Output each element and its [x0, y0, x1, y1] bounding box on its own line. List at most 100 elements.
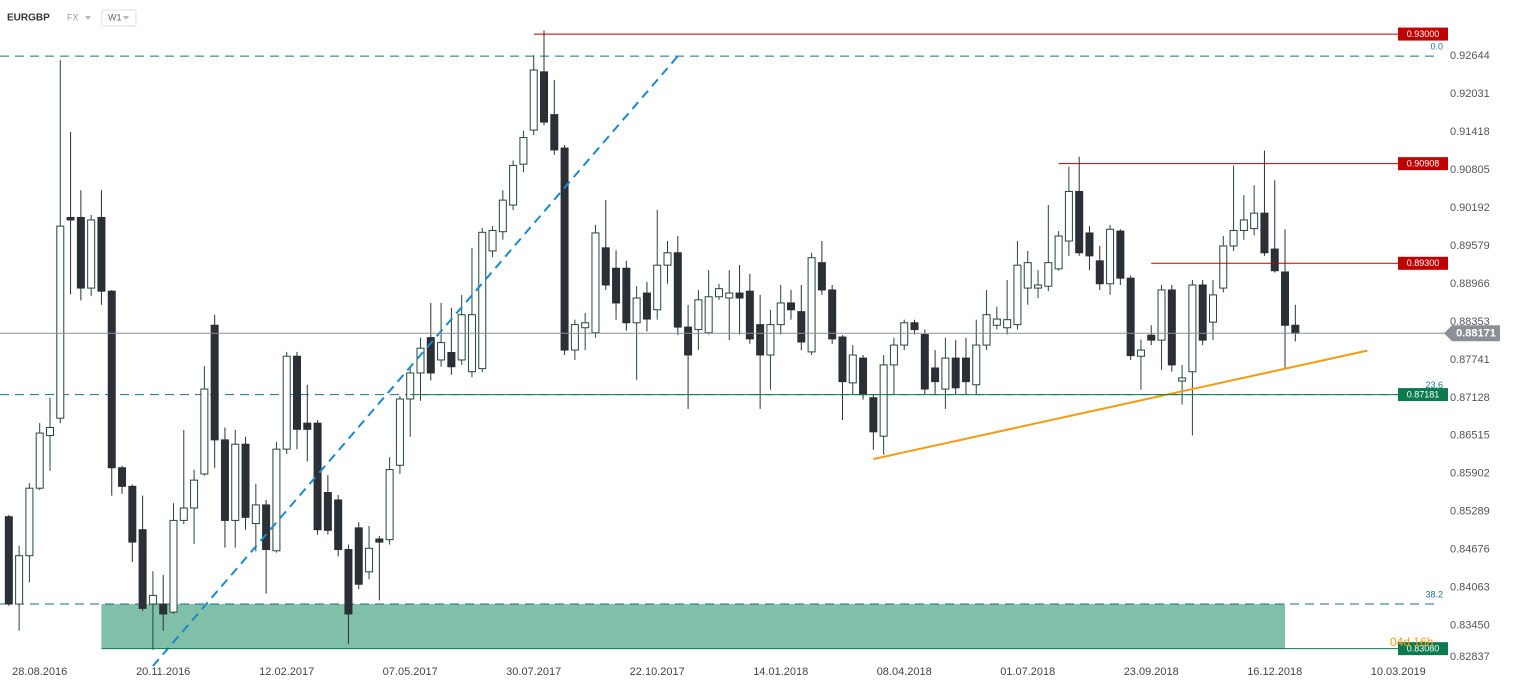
trendline: [873, 349, 1368, 461]
y-tick-label: 0.84676: [1450, 544, 1490, 556]
candle-body: [612, 267, 621, 304]
candle-body: [56, 225, 65, 419]
candle-body: [1219, 245, 1228, 289]
candle-body: [303, 422, 312, 430]
x-tick-label: 20.11.2016: [136, 666, 190, 678]
candle-body: [488, 229, 497, 252]
candle-body: [817, 262, 826, 291]
candle-body: [900, 322, 909, 346]
candle-body: [1239, 219, 1248, 231]
candle-body: [251, 504, 260, 525]
support-zone: [101, 604, 1286, 649]
candle-body: [694, 299, 703, 331]
candle-body: [951, 357, 960, 389]
candle-body: [673, 252, 682, 328]
candle-body: [848, 354, 857, 384]
candle-body: [4, 516, 13, 605]
symbol[interactable]: EURGBP: [7, 13, 50, 24]
price-level-label: 0.89300: [1407, 258, 1440, 268]
dropdown-arrow[interactable]: [123, 16, 129, 20]
candle-body: [97, 216, 106, 292]
candle-body: [45, 426, 54, 437]
candle-body: [797, 311, 806, 343]
price-level-label: 0.83080: [1407, 644, 1440, 654]
timeframe-box[interactable]: [101, 9, 137, 27]
fib-level-label: 38.2: [1425, 589, 1443, 599]
timeframe[interactable]: W1: [108, 12, 122, 22]
candle-body: [365, 547, 374, 573]
candle-body: [684, 326, 693, 356]
candle-body: [1250, 212, 1259, 230]
candle-body: [931, 367, 940, 383]
candle-body: [334, 499, 343, 551]
candle-body: [447, 352, 456, 368]
candle-body: [200, 388, 209, 475]
y-tick-label: 0.88353: [1450, 316, 1490, 328]
candle-body: [87, 219, 96, 289]
fib-level-label: 0.0: [1430, 42, 1443, 52]
candle-body: [828, 289, 837, 340]
candle-body: [1106, 228, 1115, 285]
candle-body: [498, 199, 507, 233]
candle-body: [107, 290, 116, 469]
candle-body: [1208, 294, 1217, 323]
candle-body: [231, 443, 240, 521]
candle-body: [426, 337, 435, 374]
x-tick-label: 12.02.2017: [259, 666, 314, 678]
candle-body: [478, 231, 487, 370]
candle-body: [1085, 232, 1094, 257]
price-level-label-bg: [1398, 27, 1448, 41]
dropdown-arrow[interactable]: [85, 16, 91, 20]
y-tick-label: 0.85289: [1450, 506, 1490, 518]
y-tick-label: 0.84063: [1450, 582, 1490, 594]
candle-body: [879, 364, 888, 437]
candle-body: [457, 314, 466, 361]
candle-body: [1064, 190, 1073, 242]
candle-body: [519, 137, 528, 165]
candle-body: [766, 324, 775, 356]
candle-body: [385, 469, 394, 541]
candle-body: [941, 357, 950, 390]
candle-body: [591, 232, 600, 334]
y-tick-label: 0.86515: [1450, 430, 1490, 442]
candle-body: [776, 302, 785, 326]
candle-body: [838, 336, 847, 383]
y-tick-label: 0.82837: [1450, 651, 1490, 663]
x-tick-label: 16.12.2018: [1247, 666, 1302, 678]
candle-body: [220, 439, 229, 521]
price-level-label: 0.93000: [1407, 29, 1440, 39]
candle-body: [169, 519, 178, 613]
candle-body: [1116, 230, 1125, 279]
candle-body: [128, 485, 137, 543]
fib-level-label: 23.6: [1425, 380, 1443, 390]
candle-body: [550, 114, 559, 151]
candle-body: [375, 538, 384, 543]
candle-body: [1167, 289, 1176, 366]
y-tick-label: 0.89579: [1450, 240, 1490, 252]
candle-body: [1044, 262, 1053, 287]
candle-body: [179, 507, 188, 521]
candle-body: [529, 69, 538, 131]
candle-body: [1054, 235, 1063, 270]
y-tick-label: 0.90192: [1450, 202, 1490, 214]
candle-body: [344, 549, 353, 615]
candle-body: [1126, 277, 1135, 357]
candle-body: [395, 398, 404, 466]
y-tick-label: 0.92644: [1450, 50, 1490, 62]
candle-body: [1157, 289, 1166, 341]
candle-body: [642, 292, 651, 320]
market[interactable]: FX: [67, 12, 79, 22]
candle-body: [282, 355, 291, 450]
y-tick-label: 0.87741: [1450, 354, 1490, 366]
y-tick-label: 0.88966: [1450, 278, 1490, 290]
header: EURGBP FX W1: [7, 9, 137, 27]
candle-body: [35, 432, 44, 489]
price-level-label-bg: [1398, 642, 1448, 656]
candle-body: [1075, 190, 1084, 254]
candle-body: [992, 318, 1001, 326]
candle-body: [416, 347, 425, 374]
x-tick-label: 28.08.2016: [12, 666, 67, 678]
candle-body: [1003, 319, 1012, 329]
candle-body: [190, 479, 199, 509]
candle-body: [272, 448, 281, 552]
